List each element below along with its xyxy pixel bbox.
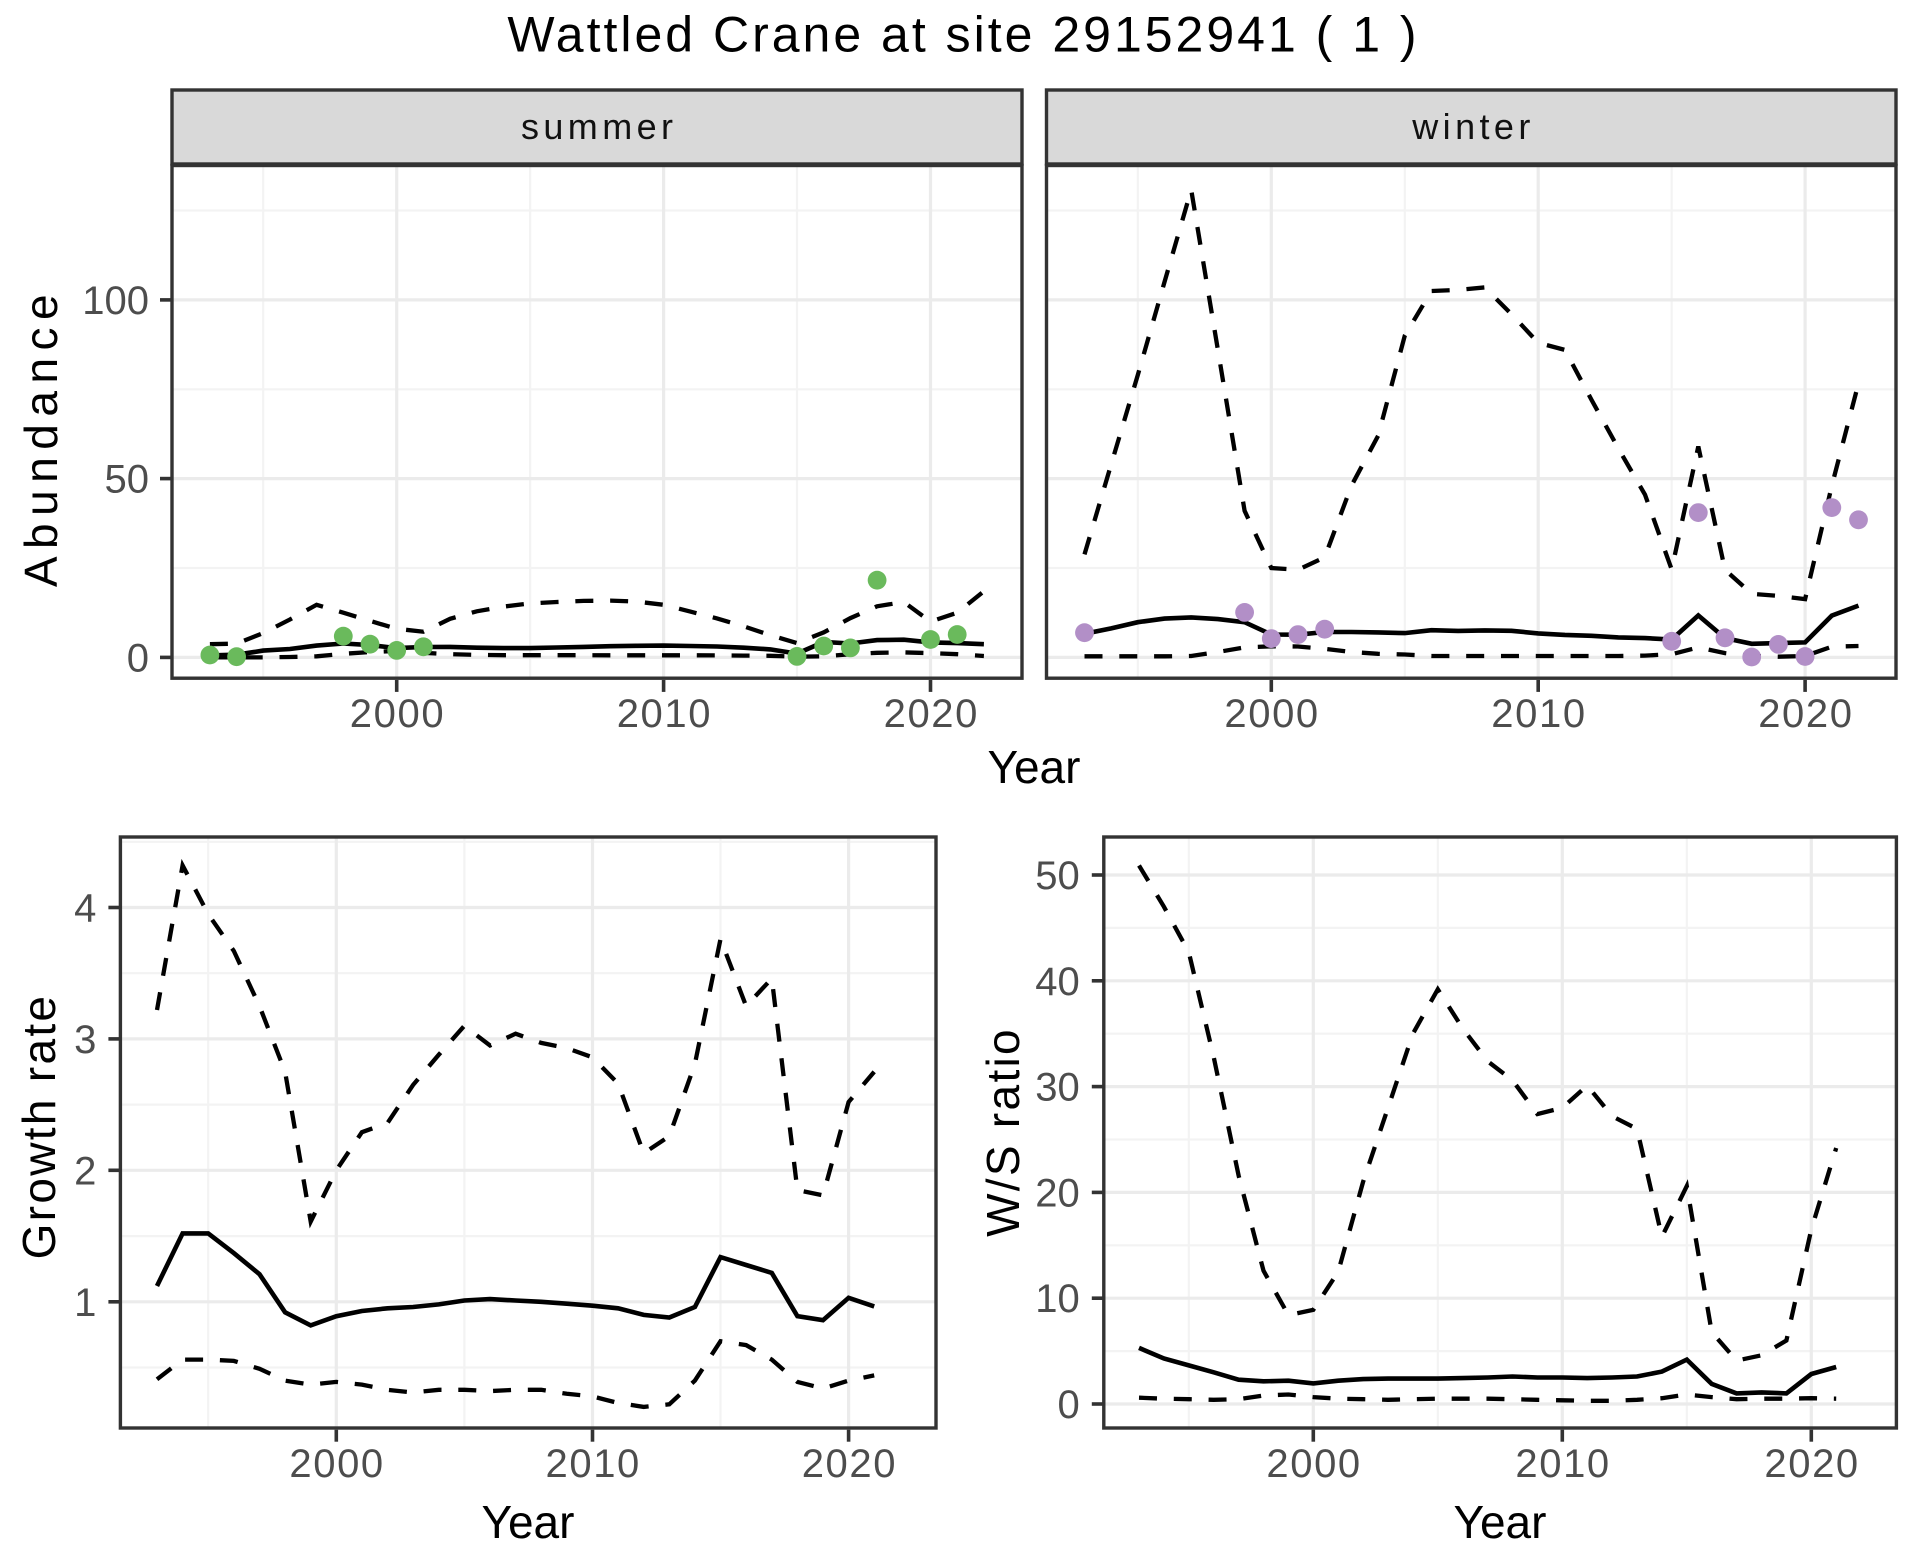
svg-text:4: 4 — [74, 887, 96, 931]
svg-text:Abundance: Abundance — [15, 287, 67, 587]
svg-text:2020: 2020 — [1758, 692, 1853, 736]
svg-text:0: 0 — [1058, 1383, 1080, 1427]
svg-text:30: 30 — [1035, 1066, 1080, 1110]
svg-text:Year: Year — [1454, 1496, 1547, 1548]
svg-text:3: 3 — [74, 1018, 96, 1062]
svg-text:2010: 2010 — [1491, 692, 1586, 736]
svg-text:2000: 2000 — [289, 1442, 384, 1486]
svg-text:Wattled Crane at site 29152941: Wattled Crane at site 29152941 ( 1 ) — [507, 7, 1419, 63]
svg-text:summer: summer — [521, 106, 677, 147]
svg-text:2020: 2020 — [884, 692, 979, 736]
svg-text:2000: 2000 — [1266, 1442, 1361, 1486]
svg-text:0: 0 — [127, 636, 149, 680]
svg-text:50: 50 — [105, 458, 150, 502]
svg-text:2020: 2020 — [1764, 1442, 1859, 1486]
svg-text:Year: Year — [988, 741, 1081, 793]
svg-text:W/S ratio: W/S ratio — [977, 1027, 1029, 1237]
svg-text:50: 50 — [1035, 854, 1080, 898]
svg-text:2020: 2020 — [802, 1442, 897, 1486]
svg-text:2: 2 — [74, 1149, 96, 1193]
svg-text:2000: 2000 — [350, 692, 445, 736]
svg-text:2010: 2010 — [546, 1442, 641, 1486]
svg-text:2010: 2010 — [617, 692, 712, 736]
svg-text:Growth rate: Growth rate — [13, 994, 65, 1260]
svg-text:20: 20 — [1035, 1171, 1080, 1215]
svg-text:10: 10 — [1035, 1277, 1080, 1321]
svg-text:2010: 2010 — [1515, 1442, 1610, 1486]
svg-text:winter: winter — [1411, 106, 1534, 147]
svg-text:40: 40 — [1035, 960, 1080, 1004]
svg-text:2000: 2000 — [1224, 692, 1319, 736]
svg-text:1: 1 — [74, 1281, 96, 1325]
svg-text:Year: Year — [482, 1496, 575, 1548]
svg-text:100: 100 — [82, 279, 149, 323]
